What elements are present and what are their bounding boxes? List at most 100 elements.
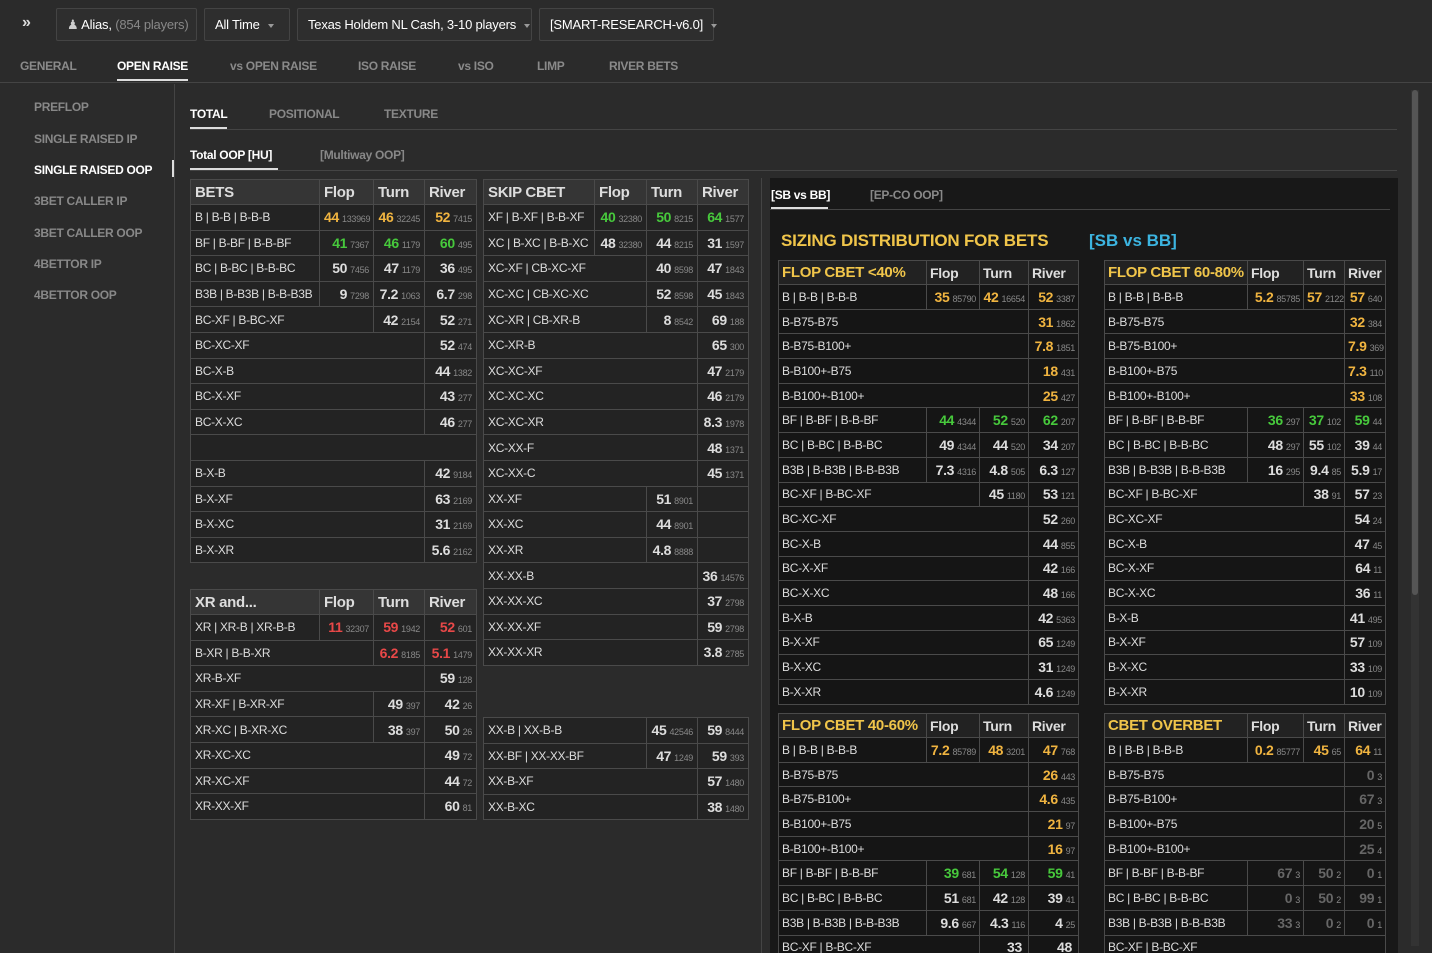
stat-cell: 52 474 [424, 331, 477, 359]
tab-general[interactable]: GENERAL [20, 59, 77, 73]
row-label: XX-XR [483, 536, 647, 564]
stat-cell: 9 7298 [319, 280, 374, 308]
stat-value: 26 [1042, 766, 1058, 783]
stat-cell: 46 1179 [373, 229, 425, 257]
stat-value: 0 [1325, 914, 1334, 931]
scrollbar-thumb[interactable] [1412, 90, 1418, 595]
expand-icon[interactable]: » [22, 14, 31, 31]
stat-cell: 45 1180 [979, 481, 1029, 508]
table-row: BC-XC-XF 52 474 [190, 331, 477, 359]
sample-size: 495 [457, 265, 472, 276]
sidebar-item-4bettor-oop[interactable]: 4BETTOR OOP [34, 288, 117, 302]
time-range-dropdown[interactable]: All Time [204, 8, 290, 41]
stat-cell: 57 23 [1344, 481, 1386, 508]
table-row: BF | B-BF | B-B-BF 41 7367 46 1179 60 495 [190, 229, 477, 257]
table-row: BC-XF | B-BC-XF 42 2154 52 271 [190, 306, 477, 333]
sample-size: 32307 [345, 624, 369, 635]
stat-cell: 57 640 [1344, 284, 1386, 310]
stat-cell: 10 109 [1344, 679, 1386, 705]
sample-size: 495 [457, 239, 472, 250]
sidebar-item-3bet-caller-ip[interactable]: 3BET CALLER IP [34, 194, 128, 208]
row-label: XC-XX-F [483, 434, 698, 461]
table-row: BC-XC-XF 54 24 [1104, 506, 1386, 532]
tab-limp[interactable]: LIMP [537, 59, 565, 73]
xx-b-table: XX-B | XX-B-B 45 42546 59 8444 XX-BF | XX-XX-… [483, 717, 749, 821]
tab-total[interactable]: TOTAL [190, 107, 228, 121]
sample-size: 495 [1367, 614, 1382, 625]
flop-cbet-40-60-table: FLOP CBET 40-60% Flop Turn River B | B-B | B… [778, 713, 1079, 953]
sample-size: 8901 [674, 521, 693, 532]
stat-value: 0 [1366, 914, 1375, 931]
sample-size: 435 [1060, 796, 1075, 807]
stat-value: 50 [332, 260, 348, 277]
sample-size: 4344 [957, 441, 976, 452]
table-row: BC-XF | B-BC-XF [1104, 934, 1386, 953]
sample-size: 16654 [1001, 293, 1025, 304]
row-label: B-B75-B75 [1104, 308, 1345, 335]
stat-value: 6.2 [379, 644, 399, 661]
table-row: XR-XC | B-XR-XC 38 397 50 26 [190, 716, 477, 743]
stat-value: 38 [707, 799, 723, 816]
sidebar-item-4bettor-ip[interactable]: 4BETTOR IP [34, 257, 102, 271]
table-row: XC-XR | CB-XR-B 8 8542 69 188 [483, 306, 749, 333]
sample-size: 1843 [725, 265, 744, 276]
tab-open-raise[interactable]: OPEN RAISE [117, 59, 189, 81]
tab-river-bets[interactable]: RIVER BETS [609, 59, 679, 73]
sample-size: 2179 [725, 393, 744, 404]
sample-size: 505 [1010, 466, 1025, 477]
table-row: B-B75-B100+ 4.6 435 [778, 786, 1079, 813]
alias-selector[interactable]: ♟ Alias, (854 players) [56, 8, 197, 41]
table-row: XX-XX-B 36 14576 [483, 562, 749, 589]
stat-value: 42 [983, 288, 999, 305]
column-header: Turn [1303, 713, 1345, 738]
table-row: B-XR | B-B-XR 6.2 8185 5.1 1479 [190, 639, 477, 667]
stat-value: 37 [1308, 412, 1324, 429]
stat-value: 8 [663, 311, 672, 328]
tab-total-oop-hu[interactable]: Total OOP [HU] [190, 148, 273, 162]
column-header: Flop [319, 589, 374, 615]
stat-cell: 47 768 [1028, 737, 1079, 763]
sample-size: 32380 [618, 239, 642, 250]
sample-size: 97 [1065, 845, 1076, 856]
row-label: XC-XC | CB-XC-XC [483, 280, 647, 308]
sample-size: 667 [961, 919, 976, 930]
stat-value: 59 [1047, 865, 1063, 882]
row-label: XC-XX-C [483, 459, 698, 487]
tab-multiway-oop[interactable]: [Multiway OOP] [320, 148, 405, 162]
row-label: B-B75-B100+ [778, 333, 1029, 360]
sidebar-item-single-raised-oop[interactable]: SINGLE RAISED OOP [34, 163, 153, 177]
filter-dropdown[interactable]: [SMART-RESEARCH-v6.0] [539, 8, 718, 41]
table-row: XX-BF | XX-XX-BF 47 1249 59 393 [483, 742, 749, 770]
stat-value: 45 [651, 722, 667, 739]
divider [770, 209, 1390, 210]
scrollbar[interactable] [1411, 90, 1419, 946]
row-label: XC-XR | CB-XR-B [483, 306, 647, 333]
sidebar-item-single-raised-ip[interactable]: SINGLE RAISED IP [34, 132, 138, 146]
sidebar-item-3bet-caller-oop[interactable]: 3BET CALLER OOP [34, 226, 143, 240]
tab-vs-iso[interactable]: vs ISO [458, 59, 494, 73]
stat-cell: 54 128 [979, 860, 1029, 887]
tab-positional[interactable]: POSITIONAL [269, 107, 340, 121]
game-dropdown[interactable]: Texas Holdem NL Cash, 3-10 players [297, 8, 532, 41]
skip-cbet-table: SKIP CBET Flop Turn River XF | B-XF | B-B-XF… [483, 179, 749, 666]
tab-sb-vs-bb[interactable]: [SB vs BB] [771, 188, 831, 202]
tab-vs-open-raise[interactable]: vs OPEN RAISE [230, 59, 317, 73]
stat-value: 4.6 [1034, 683, 1054, 700]
tab-ep-co-oop[interactable]: [EP-CO OOP] [870, 188, 943, 202]
stat-value: 52 [439, 311, 455, 328]
sample-size: 3 [1295, 919, 1300, 930]
stat-cell: 46 32245 [373, 204, 425, 231]
stat-cell: 44 8215 [646, 229, 698, 257]
sidebar-item-preflop[interactable]: PREFLOP [34, 100, 89, 114]
sample-size: 8888 [674, 547, 693, 558]
tab-iso-raise[interactable]: ISO RAISE [358, 59, 416, 73]
sample-size: 25 [1065, 919, 1076, 930]
tab-texture[interactable]: TEXTURE [384, 107, 438, 121]
stat-value: 33 [1349, 387, 1365, 404]
sample-size: 4 [1377, 845, 1382, 856]
column-header: Turn [1303, 260, 1345, 285]
row-label: BC-XF | B-BC-XF [778, 934, 980, 953]
sample-size: 26 [462, 701, 473, 712]
stat-value: 41 [332, 234, 348, 251]
stat-cell: 65 1249 [1028, 629, 1079, 656]
